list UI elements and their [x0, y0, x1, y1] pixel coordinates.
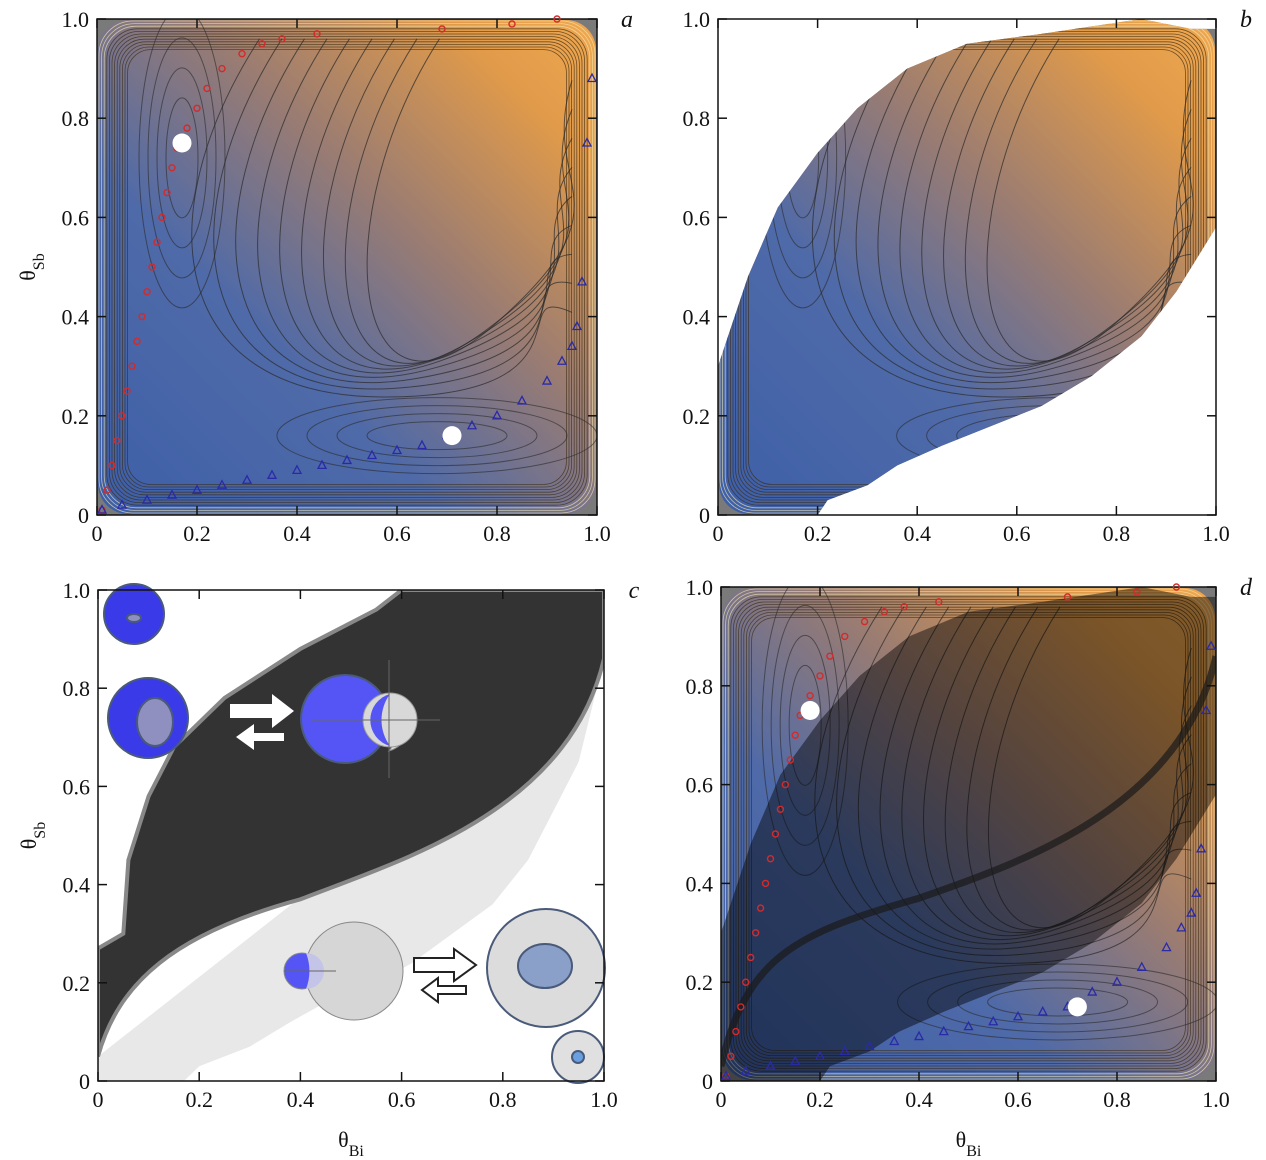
y-tick-label: 0.2	[63, 971, 91, 996]
panel: 00.20.40.60.81.000.20.40.60.81.0cθBiθSb	[16, 578, 640, 1160]
panel-label: d	[1240, 575, 1253, 601]
x-tick-label: 0	[713, 521, 724, 546]
x-tick-label: 0.2	[804, 521, 832, 546]
y-tick-label: 1.0	[686, 575, 714, 600]
minimum	[1068, 997, 1087, 1016]
subscript: Bi	[966, 1143, 982, 1160]
x-tick-label: 0.8	[1103, 521, 1131, 546]
x-tick-label: 0	[93, 1087, 104, 1112]
x-tick-label: 0	[716, 1087, 727, 1112]
x-tick-label: 0.2	[806, 1087, 834, 1112]
y-tick-label: 1.0	[63, 578, 91, 603]
core	[572, 1051, 584, 1063]
x-tick-label: 0.4	[283, 521, 311, 546]
ylabel-title: θSb	[16, 822, 49, 849]
background	[721, 575, 1218, 1081]
contour-well	[957, 414, 1157, 458]
symbol: θ	[16, 839, 41, 850]
x-tick-label: 0.4	[905, 1087, 933, 1112]
y-tick-label: 0.4	[686, 871, 714, 896]
x-tick-label: 1.0	[590, 1087, 618, 1112]
core	[127, 614, 141, 622]
panel: 0 0.2 0.4 0.6 0.8 1.0 0 0.2 0.4 0.6 0.8 1.0 a θSb	[15, 7, 633, 546]
y-tick-label: 0.6	[686, 773, 714, 798]
y-tick-label: 0.8	[683, 106, 711, 131]
panel-label: a	[621, 7, 633, 33]
y-tick-label: 0.4	[62, 305, 90, 330]
core	[137, 698, 173, 746]
y-tick-label: 0.6	[63, 774, 91, 799]
y-tick-label: 0	[702, 1069, 713, 1094]
x-tick-label: 0.8	[489, 1087, 517, 1112]
y-tick-label: 0.8	[686, 674, 714, 699]
contour-well	[987, 422, 1127, 450]
y-tick-label: 0.8	[63, 676, 91, 701]
panel: 0 0.2 0.4 0.6 0.8 1.0 0 0.2 0.4 0.6 0.8 1.0 b	[683, 7, 1253, 546]
y-tick-label: 0.4	[63, 873, 91, 898]
ylabel-title: θSb	[15, 253, 48, 280]
x-tick-label: 1.0	[1202, 521, 1230, 546]
x-tick-label: 0.6	[1004, 1087, 1032, 1112]
symbol: θ	[338, 1127, 349, 1152]
y-tick-label: 0.2	[686, 970, 714, 995]
subscript: Bi	[349, 1143, 365, 1160]
y-tick-label: 1.0	[683, 7, 711, 32]
x-tick-label: 0.2	[185, 1087, 213, 1112]
y-tick-label: 0.6	[683, 205, 711, 230]
minimum	[173, 134, 192, 153]
core	[518, 944, 572, 988]
y-tick-label: 0	[78, 503, 89, 528]
surface	[719, 20, 1215, 514]
arrow	[422, 978, 466, 1002]
domain	[718, 8, 1217, 515]
x-tick-label: 0	[92, 521, 103, 546]
x-tick-label: 0.8	[483, 521, 511, 546]
x-tick-label: 1.0	[583, 521, 611, 546]
figure: 00.20.40.60.81.000.20.40.60.81.0aθSb00.2…	[0, 0, 1266, 1160]
y-tick-label: 0	[699, 503, 710, 528]
subscript: Sb	[31, 253, 48, 270]
background	[97, 8, 597, 515]
y-tick-label: 0.8	[62, 106, 90, 131]
x-tick-label: 1.0	[1202, 1087, 1230, 1112]
y-tick-label: 0.4	[683, 305, 711, 330]
x-tick-label: 0.8	[1103, 1087, 1131, 1112]
x-tick-label: 0.4	[287, 1087, 315, 1112]
y-tick-label: 0	[79, 1069, 90, 1094]
xlabel-title: θBi	[956, 1127, 982, 1160]
y-tick-label: 0.6	[62, 205, 90, 230]
background	[718, 8, 1217, 515]
y-tick-label: 0.2	[683, 404, 711, 429]
y-tick-label: 1.0	[62, 7, 90, 32]
symbol: θ	[15, 270, 40, 281]
x-tick-label: 0.6	[383, 521, 411, 546]
xlabel-title: θBi	[338, 1127, 364, 1160]
x-tick-label: 0.2	[183, 521, 211, 546]
subscript: Sb	[32, 822, 49, 839]
x-tick-label: 0.6	[1003, 521, 1031, 546]
x-tick-label: 0.4	[903, 521, 931, 546]
y-tick-label: 0.2	[62, 404, 90, 429]
minimum	[443, 426, 462, 445]
panel-label: c	[629, 578, 640, 604]
panel: 0 0.2 0.4 0.6 0.8 1.0 0 0.2 0.4 0.6 0.8 1.0 d θBi	[686, 575, 1254, 1160]
panel-label: b	[1240, 7, 1252, 33]
x-tick-label: 0.6	[388, 1087, 416, 1112]
minimum	[801, 701, 820, 720]
symbol: θ	[956, 1127, 967, 1152]
surface	[98, 20, 596, 514]
